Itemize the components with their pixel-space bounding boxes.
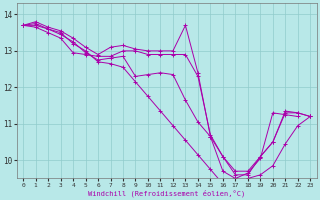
X-axis label: Windchill (Refroidissement éolien,°C): Windchill (Refroidissement éolien,°C) xyxy=(88,189,245,197)
